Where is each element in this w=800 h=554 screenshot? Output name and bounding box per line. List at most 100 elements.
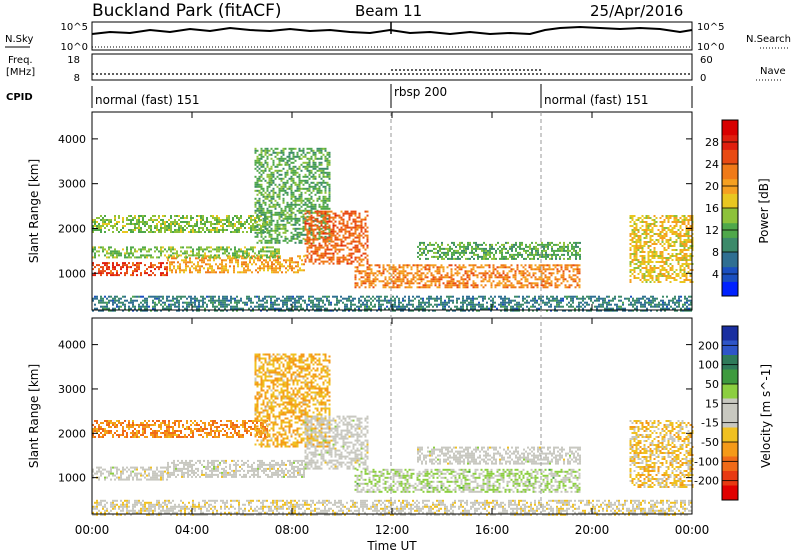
power-echo-cell (152, 301, 154, 304)
power-echo-cell (576, 276, 579, 279)
power-echo-cell (537, 243, 539, 246)
power-echo-cell (278, 225, 281, 228)
power-echo-cell (280, 235, 283, 238)
power-echo-cell (106, 303, 108, 306)
power-echo-cell (336, 226, 339, 229)
power-echo-cell (297, 265, 299, 268)
power-echo-cell (258, 307, 260, 310)
power-echo-cell (299, 267, 301, 270)
power-echo-cell (234, 307, 236, 310)
power-echo-cell (242, 254, 244, 257)
power-echo-cell (641, 281, 644, 283)
power-echo-cell (294, 165, 297, 168)
power-echo-cell (270, 205, 273, 208)
power-echo-cell (360, 254, 363, 257)
power-echo-cell (266, 193, 269, 196)
power-echo-cell (572, 268, 575, 271)
power-echo-cell (649, 281, 652, 283)
power-echo-cell (238, 231, 240, 233)
power-echo-cell (234, 256, 236, 259)
power-echo-cell (639, 241, 642, 243)
power-echo-cell (290, 177, 293, 180)
power-echo-cell (222, 246, 224, 249)
power-echo-cell (657, 279, 660, 281)
power-echo-cell (633, 269, 636, 271)
power-echo-cell (358, 256, 361, 259)
power-echo-cell (186, 301, 188, 304)
power-echo-cell (508, 280, 511, 283)
power-echo-cell (152, 264, 154, 267)
power-echo-cell (314, 250, 317, 253)
power-echo-cell (557, 253, 559, 256)
power-echo-cell (530, 268, 533, 271)
power-echo-cell (262, 193, 265, 196)
power-echo-cell (258, 205, 261, 208)
power-echo-cell (228, 219, 230, 221)
power-echo-cell (478, 266, 481, 269)
power-echo-cell (575, 257, 577, 260)
power-echo-cell (328, 218, 331, 221)
power-echo-cell (314, 238, 317, 241)
power-echo-cell (270, 305, 272, 308)
power-echo-cell (250, 309, 252, 312)
power-echo-cell (304, 233, 307, 236)
power-echo-cell (254, 209, 257, 212)
power-echo-cell (276, 235, 279, 238)
power-echo-cell (193, 263, 195, 266)
power-echo-cell (277, 271, 279, 274)
power-echo-cell (216, 256, 218, 259)
power-echo-cell (499, 257, 501, 260)
power-echo-cell (260, 155, 263, 158)
power-echo-cell (310, 233, 313, 236)
power-echo-cell (338, 216, 341, 219)
power-echo-cell (274, 301, 276, 304)
power-echo-cell (555, 249, 557, 252)
power-echo-cell (468, 276, 471, 279)
power-echo-cell (540, 270, 543, 273)
power-echo-cell (138, 217, 140, 219)
power-echo-cell (513, 255, 515, 258)
power-echo-cell (509, 245, 511, 248)
power-echo-cell (659, 261, 662, 263)
power-echo-cell (328, 262, 331, 265)
power-echo-cell (312, 230, 315, 233)
power-echo-cell (318, 187, 321, 190)
power-echo-cell (428, 266, 431, 269)
power-echo-cell (292, 235, 295, 238)
power-echo-cell (236, 303, 238, 306)
power-echo-cell (631, 231, 634, 233)
power-echo-cell (338, 248, 341, 251)
power-echo-cell (515, 247, 517, 250)
power-echo-cell (463, 251, 465, 254)
power-echo-cell (362, 280, 365, 283)
power-echo-cell (515, 253, 517, 256)
power-echo-cell (350, 214, 353, 217)
power-echo-cell (322, 167, 325, 170)
power-echo-cell (192, 225, 194, 227)
power-echo-cell (683, 263, 686, 265)
power-echo-cell (170, 223, 172, 225)
power-echo-cell (543, 249, 545, 252)
power-echo-cell (220, 301, 222, 304)
power-echo-cell (266, 246, 268, 249)
power-echo-cell (140, 274, 142, 277)
power-echo-cell (468, 264, 471, 267)
power-echo-cell (326, 203, 329, 206)
power-echo-cell (260, 187, 263, 190)
power-echo-cell (360, 280, 363, 283)
power-echo-cell (216, 305, 218, 308)
power-echo-cell (216, 254, 218, 257)
power-echo-cell (657, 241, 660, 243)
power-echo-cell (110, 270, 112, 273)
power-echo-cell (234, 229, 236, 231)
power-echo-cell (164, 266, 166, 269)
power-echo-cell (272, 303, 274, 306)
power-echo-cell (675, 225, 678, 227)
power-echo-cell (480, 280, 483, 283)
power-echo-cell (374, 276, 377, 279)
power-echo-cell (210, 229, 212, 231)
power-echo-cell (459, 245, 461, 248)
power-echo-cell (536, 268, 539, 271)
power-echo-cell (293, 267, 295, 270)
power-echo-cell (298, 219, 301, 222)
